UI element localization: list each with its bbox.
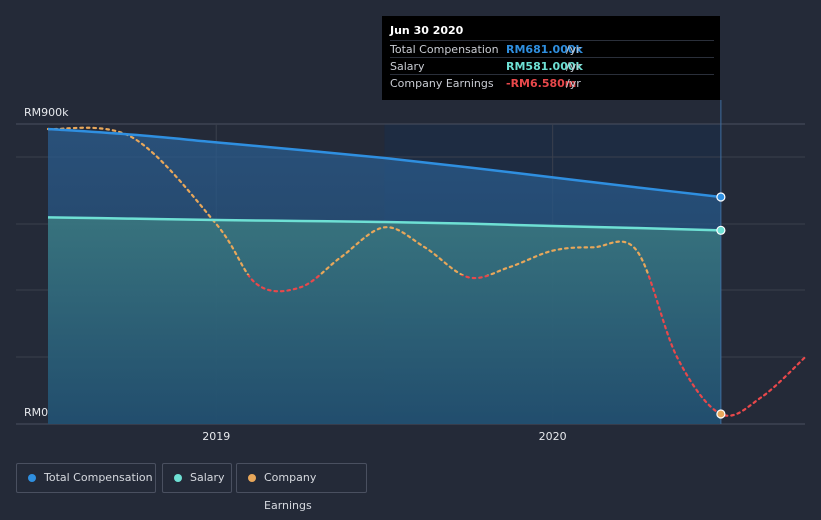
tooltip-unit: /yr [566, 43, 581, 56]
legend-item-salary[interactable]: Salary [162, 463, 232, 493]
tooltip-row-total-compensation: Total Compensation RM681.000k /yr [390, 40, 714, 58]
markers [716, 192, 726, 419]
tooltip-label: Salary [390, 60, 425, 73]
tooltip-unit: /yr [566, 60, 581, 73]
salary-line [47, 216, 721, 232]
tooltip-value: RM681.000k [506, 43, 583, 56]
legend-dot-icon [28, 474, 36, 482]
legend-dot-icon [248, 474, 256, 482]
legend-label: Company Earnings [264, 471, 317, 512]
tooltip-unit: /yr [566, 77, 581, 90]
y-tick-label-min: RM0 [24, 406, 48, 419]
tooltip-label: Company Earnings [390, 77, 494, 90]
tooltip-label: Total Compensation [390, 43, 499, 56]
total-compensation-line [47, 127, 722, 199]
tooltip-date: Jun 30 2020 [390, 24, 464, 37]
salary-marker [716, 225, 726, 235]
tooltip-value: -RM6.580m [506, 77, 577, 90]
legend-dot-icon [174, 474, 182, 482]
tooltip-value: RM581.000k [506, 60, 583, 73]
legend-item-company-earnings[interactable]: Company Earnings [236, 463, 367, 512]
x-tick-label: 2019 [202, 430, 230, 443]
legend-label: Total Compensation [44, 471, 153, 484]
company-earnings-marker [716, 409, 726, 419]
legend-label: Salary [190, 471, 225, 484]
tooltip-row-company-earnings: Company Earnings -RM6.580m /yr [390, 74, 714, 92]
x-tick-label: 2020 [539, 430, 567, 443]
company-earnings-negative-line [246, 275, 807, 417]
tooltip: Jun 30 2020 Total Compensation RM681.000… [382, 16, 720, 100]
legend-item-total-compensation[interactable]: Total Compensation [16, 463, 156, 493]
tooltip-row-salary: Salary RM581.000k /yr [390, 57, 714, 75]
y-tick-label-max: RM900k [24, 106, 69, 119]
salary-area [48, 217, 721, 424]
total-compensation-marker [716, 192, 726, 202]
company-earnings-line [46, 126, 650, 275]
compensation-chart: RM900k RM0 2019 2020 [16, 100, 807, 443]
